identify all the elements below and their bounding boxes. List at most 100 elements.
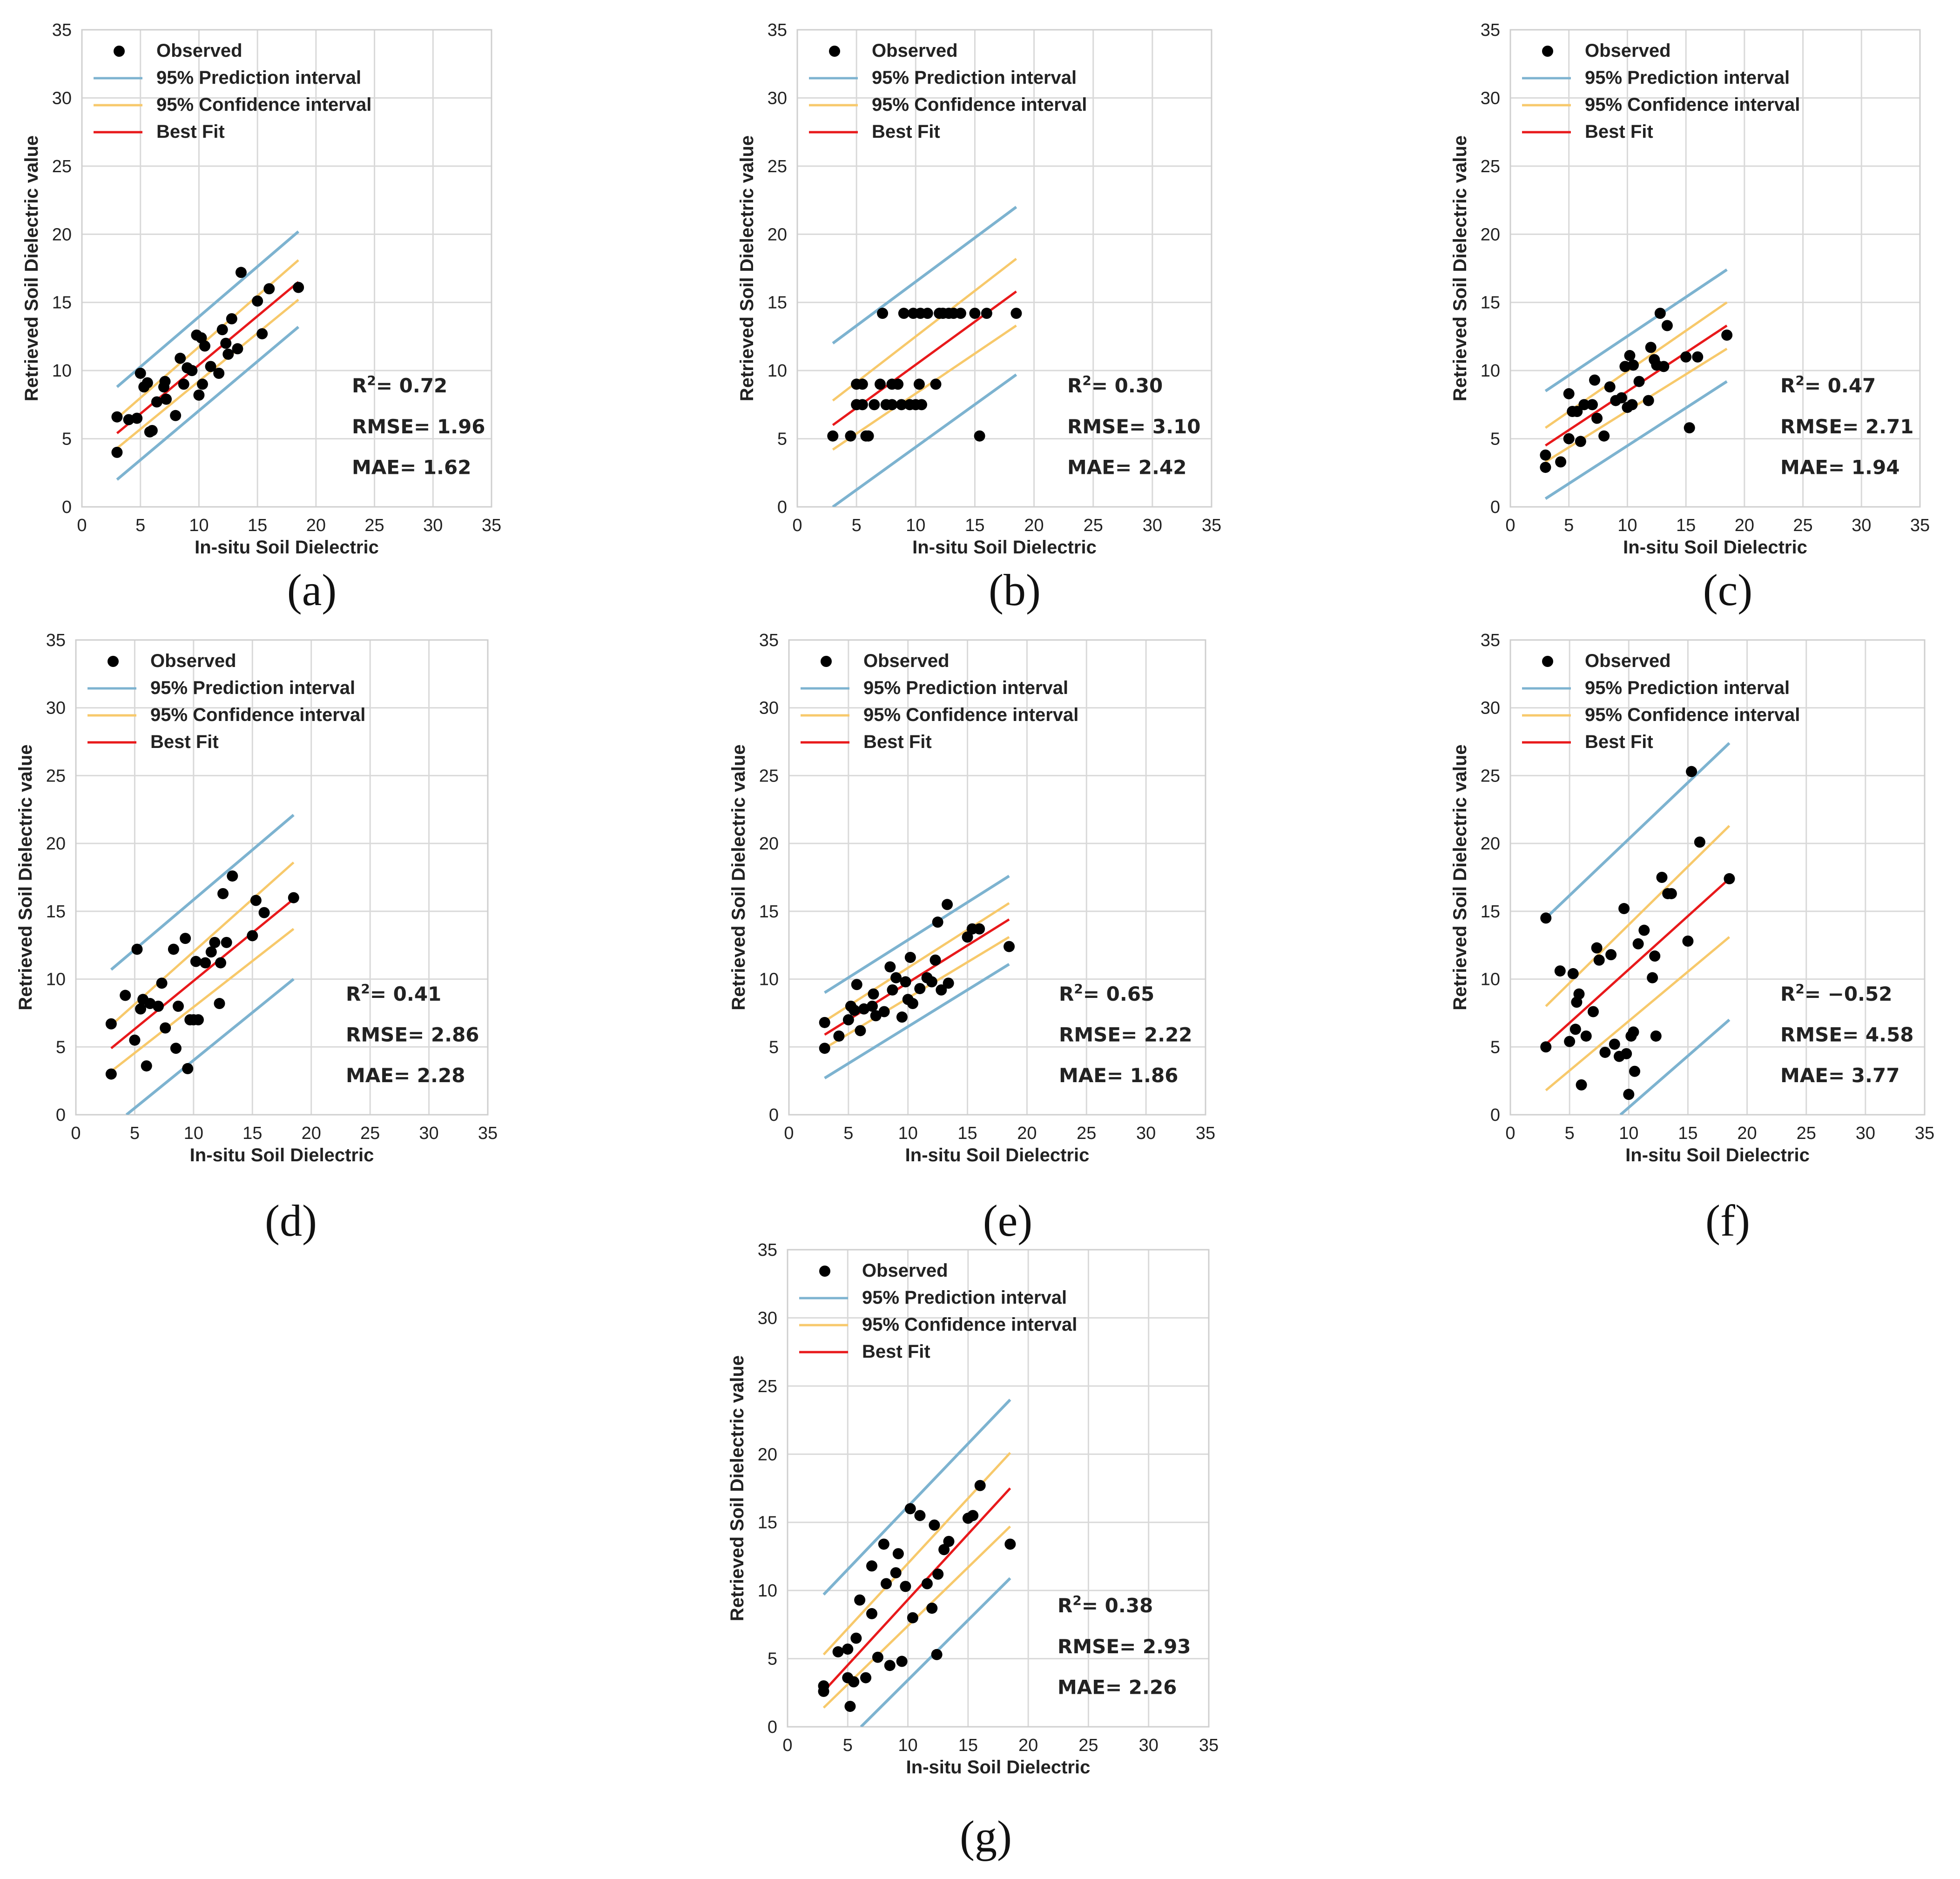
- plot-area: [1510, 640, 1925, 1115]
- observed-point: [974, 1480, 986, 1491]
- plot-frame: [81, 29, 492, 508]
- observed-point: [932, 916, 943, 928]
- r-squared-stat: R2= 0.65: [1059, 981, 1154, 1005]
- observed-point: [131, 943, 143, 955]
- confidence-lower-line: [832, 324, 1017, 451]
- observed-point: [890, 972, 902, 983]
- observed-point: [913, 378, 925, 390]
- y-tick-label: 0: [62, 498, 72, 517]
- observed-point: [849, 1004, 860, 1016]
- observed-point: [844, 1701, 856, 1712]
- y-tick-label: 15: [1481, 293, 1500, 313]
- observed-point: [1684, 422, 1695, 434]
- mae-stat: MAE= 3.77: [1780, 1064, 1899, 1087]
- observed-point: [907, 998, 918, 1010]
- observed-point: [931, 1649, 943, 1660]
- observed-point: [1628, 359, 1639, 371]
- x-tick-label: 35: [1910, 516, 1930, 535]
- y-tick-label: 25: [1481, 766, 1500, 786]
- observed-point: [818, 1680, 829, 1692]
- observed-point: [1682, 935, 1694, 947]
- prediction-lower-line: [1544, 380, 1728, 500]
- y-tick-label: 0: [769, 1105, 779, 1125]
- x-tick-label: 20: [1737, 1124, 1757, 1143]
- y-tick-label: 35: [1481, 631, 1500, 650]
- y-tick-label: 35: [759, 631, 779, 650]
- panel-label: (d): [265, 1196, 317, 1246]
- legend-prediction-interval: 95% Prediction interval: [863, 678, 1068, 698]
- observed-point: [105, 1018, 117, 1030]
- y-axis-label: Retrieved Soil Dielectric value: [727, 1355, 748, 1621]
- x-tick-label: 30: [1856, 1124, 1875, 1143]
- legend-best-fit: Best Fit: [862, 1341, 930, 1362]
- observed-point: [1580, 1030, 1592, 1042]
- legend-observed: Observed: [862, 1260, 948, 1281]
- x-tick-label: 25: [1084, 516, 1103, 535]
- observed-point: [1589, 374, 1601, 386]
- x-tick-label: 15: [1678, 1124, 1697, 1143]
- legend-confidence-interval: 95% Confidence interval: [1585, 94, 1800, 115]
- observed-point: [252, 295, 263, 307]
- legend-confidence-interval: 95% Confidence interval: [863, 705, 1078, 725]
- plot-area: [788, 1250, 1209, 1727]
- observed-point: [1004, 941, 1015, 952]
- x-tick-label: 15: [248, 516, 267, 535]
- y-tick-label: 10: [1481, 970, 1500, 990]
- x-tick-label: 0: [71, 1124, 81, 1143]
- x-axis-label: In-situ Soil Dielectric: [190, 1145, 374, 1165]
- observed-point: [1724, 873, 1735, 884]
- observed-point: [1564, 1036, 1576, 1047]
- x-tick-label: 10: [189, 516, 209, 535]
- observed-point: [914, 1510, 926, 1522]
- observed-point: [168, 943, 179, 955]
- x-tick-label: 35: [1199, 1736, 1219, 1755]
- observed-point: [929, 1519, 940, 1531]
- legend-best-fit: Best Fit: [1585, 121, 1653, 142]
- observed-point: [151, 396, 162, 408]
- y-tick-label: 15: [759, 902, 779, 922]
- observed-point: [1540, 462, 1551, 473]
- observed-point: [1599, 1046, 1611, 1058]
- y-tick-label: 5: [769, 1037, 779, 1057]
- y-tick-label: 15: [1481, 902, 1500, 922]
- observed-point: [178, 378, 189, 390]
- observed-point: [866, 1608, 877, 1619]
- mae-stat: MAE= 2.26: [1057, 1676, 1177, 1699]
- legend-confidence-interval: 95% Confidence interval: [872, 94, 1087, 115]
- legend: Observed 95% Prediction interval 95% Confi…: [88, 651, 365, 752]
- x-tick-label: 20: [1017, 1124, 1037, 1143]
- observed-point: [854, 1594, 866, 1606]
- observed-point: [904, 951, 916, 963]
- observed-point: [890, 1567, 902, 1579]
- panel-c: 00 5 5 10 10 15 15 20 20 25 25 30 30 35 35 In-situ Soil…: [1450, 20, 1930, 615]
- x-tick-label: 0: [77, 516, 87, 535]
- observed-point: [235, 267, 247, 278]
- observed-point: [938, 1544, 950, 1556]
- x-tick-label: 30: [1143, 516, 1162, 535]
- observed-point: [156, 977, 168, 989]
- y-tick-label: 35: [1481, 20, 1500, 40]
- observed-point: [1686, 766, 1697, 777]
- y-tick-label: 30: [758, 1308, 777, 1328]
- panel-b: 00 5 5 10 10 15 15 20 20 25 25 30 30 35 35 In-situ Soil…: [737, 20, 1221, 615]
- observed-point: [1571, 406, 1583, 417]
- panel-label: (f): [1705, 1196, 1750, 1246]
- legend-marker: [829, 46, 840, 57]
- observed-point: [942, 899, 953, 910]
- observed-point: [1563, 388, 1575, 399]
- legend-best-fit: Best Fit: [150, 732, 219, 752]
- prediction-lower-line: [832, 373, 1017, 507]
- observed-point: [892, 378, 904, 390]
- r-squared-stat: R2= 0.41: [346, 981, 441, 1005]
- observed-point: [1649, 950, 1661, 962]
- observed-point: [1567, 968, 1579, 979]
- observed-point: [226, 313, 237, 324]
- mae-stat: MAE= 1.62: [352, 456, 471, 479]
- observed-point: [868, 988, 879, 1000]
- y-tick-label: 10: [758, 1581, 777, 1601]
- observed-point: [877, 308, 889, 319]
- observed-point: [1004, 1538, 1016, 1550]
- observed-point: [900, 976, 911, 988]
- prediction-lower-line: [824, 963, 1010, 1079]
